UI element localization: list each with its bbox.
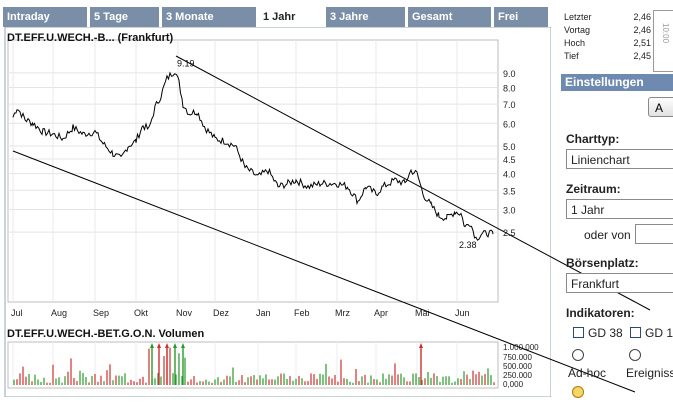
quote-row-letzter: Letzter 2,46 — [564, 12, 651, 22]
gd38-checkbox[interactable] — [573, 327, 584, 338]
date-from-input[interactable] — [635, 224, 673, 244]
month-label: Sep — [93, 308, 109, 318]
boersenplatz-label: Börsenplatz: — [566, 256, 639, 270]
price-tick-label: 3.5 — [503, 186, 516, 196]
volume-tick-label: 250.000 — [503, 371, 532, 380]
quote-row-hoch: Hoch 2,51 — [564, 38, 651, 48]
ereignis-radio[interactable] — [629, 349, 641, 361]
chart-period-tabs: Intraday 5 Tage 3 Monate 1 Jahr 3 Jahre … — [3, 7, 550, 27]
month-label: Jul — [11, 308, 23, 318]
apply-button[interactable]: A — [648, 97, 673, 117]
boersenplatz-select[interactable]: Frankfurt — [566, 273, 673, 293]
indikatoren-label: Indikatoren: — [566, 306, 635, 320]
high-annotation: 9.19 — [177, 58, 195, 68]
adhoc-radio[interactable] — [572, 349, 584, 361]
price-tick-label: 5.0 — [503, 142, 516, 152]
time-box: 10:00 — [653, 10, 673, 72]
tab-intraday[interactable]: Intraday — [3, 7, 87, 27]
month-label: Jan — [256, 308, 271, 318]
price-tick-label: 8.0 — [503, 84, 516, 94]
settings-header: Einstellungen — [561, 74, 673, 91]
volume-tick-label: 500.000 — [503, 362, 532, 371]
price-tick-label: 4.5 — [503, 155, 516, 165]
chart-area: DT.EFF.U.WECH.-B... (Frankfurt) DT.EFF.U… — [3, 27, 551, 397]
oder-von-label: oder von — [584, 228, 631, 242]
quote-time: 10:00 — [661, 23, 670, 44]
price-tick-label: 2.5 — [503, 228, 516, 238]
quote-row-vortag: Vortag 2,46 — [564, 25, 651, 35]
charttyp-label: Charttyp: — [566, 132, 620, 146]
charttyp-select[interactable]: Linienchart — [566, 149, 673, 169]
price-tick-label: 3.0 — [503, 205, 516, 215]
volume-chart-title: DT.EFF.U.WECH.-BET.G.O.N. Volumen — [7, 328, 204, 340]
quote-row-tief: Tief 2,45 — [564, 51, 651, 61]
month-label: Apr — [374, 308, 388, 318]
month-label: Mrz — [335, 308, 350, 318]
price-chart-svg: DT.EFF.U.WECH.-B... (Frankfurt) DT.EFF.U… — [4, 27, 551, 397]
month-label: Nov — [176, 308, 193, 318]
tab-1-jahr[interactable]: 1 Jahr — [259, 7, 323, 27]
price-tick-label: 7.0 — [503, 100, 516, 110]
month-label: Mai — [415, 308, 430, 318]
month-label: Aug — [51, 308, 67, 318]
tab-3-jahre[interactable]: 3 Jahre — [326, 7, 405, 27]
volume-tick-label: 1.000.000 — [503, 343, 539, 352]
ereignis-label: Ereigniss — [626, 366, 673, 380]
tab-frei[interactable]: Frei — [494, 7, 548, 27]
price-tick-label: 6.0 — [503, 119, 516, 129]
month-label: Dez — [213, 308, 230, 318]
month-label: Feb — [294, 308, 310, 318]
low-annotation: 2.38 — [459, 240, 477, 250]
tab-gesamt[interactable]: Gesamt — [408, 7, 491, 27]
volume-tick-label: 750.000 — [503, 353, 532, 362]
gd1-label: GD 1 — [645, 326, 673, 340]
price-tick-label: 4.0 — [503, 170, 516, 180]
price-chart-title: DT.EFF.U.WECH.-B... (Frankfurt) — [7, 32, 174, 44]
adhoc-label: Ad-hoc — [568, 366, 607, 380]
adhoc-marker-icon — [572, 386, 584, 398]
zeitraum-label: Zeitraum: — [566, 182, 621, 196]
zeitraum-select[interactable]: 1 Jahr — [566, 199, 673, 219]
tab-3-monate[interactable]: 3 Monate — [162, 7, 256, 27]
side-panel: Letzter 2,46 Vortag 2,46 Hoch 2,51 Tief 2,45… — [558, 0, 673, 402]
month-label: Jun — [455, 308, 470, 318]
gd1-checkbox[interactable] — [630, 327, 641, 338]
price-tick-label: 9.0 — [503, 69, 516, 79]
volume-tick-label: 0,000 — [503, 380, 524, 389]
month-label: Okt — [134, 308, 149, 318]
gd38-label: GD 38 — [588, 326, 623, 340]
tab-5-tage[interactable]: 5 Tage — [90, 7, 159, 27]
